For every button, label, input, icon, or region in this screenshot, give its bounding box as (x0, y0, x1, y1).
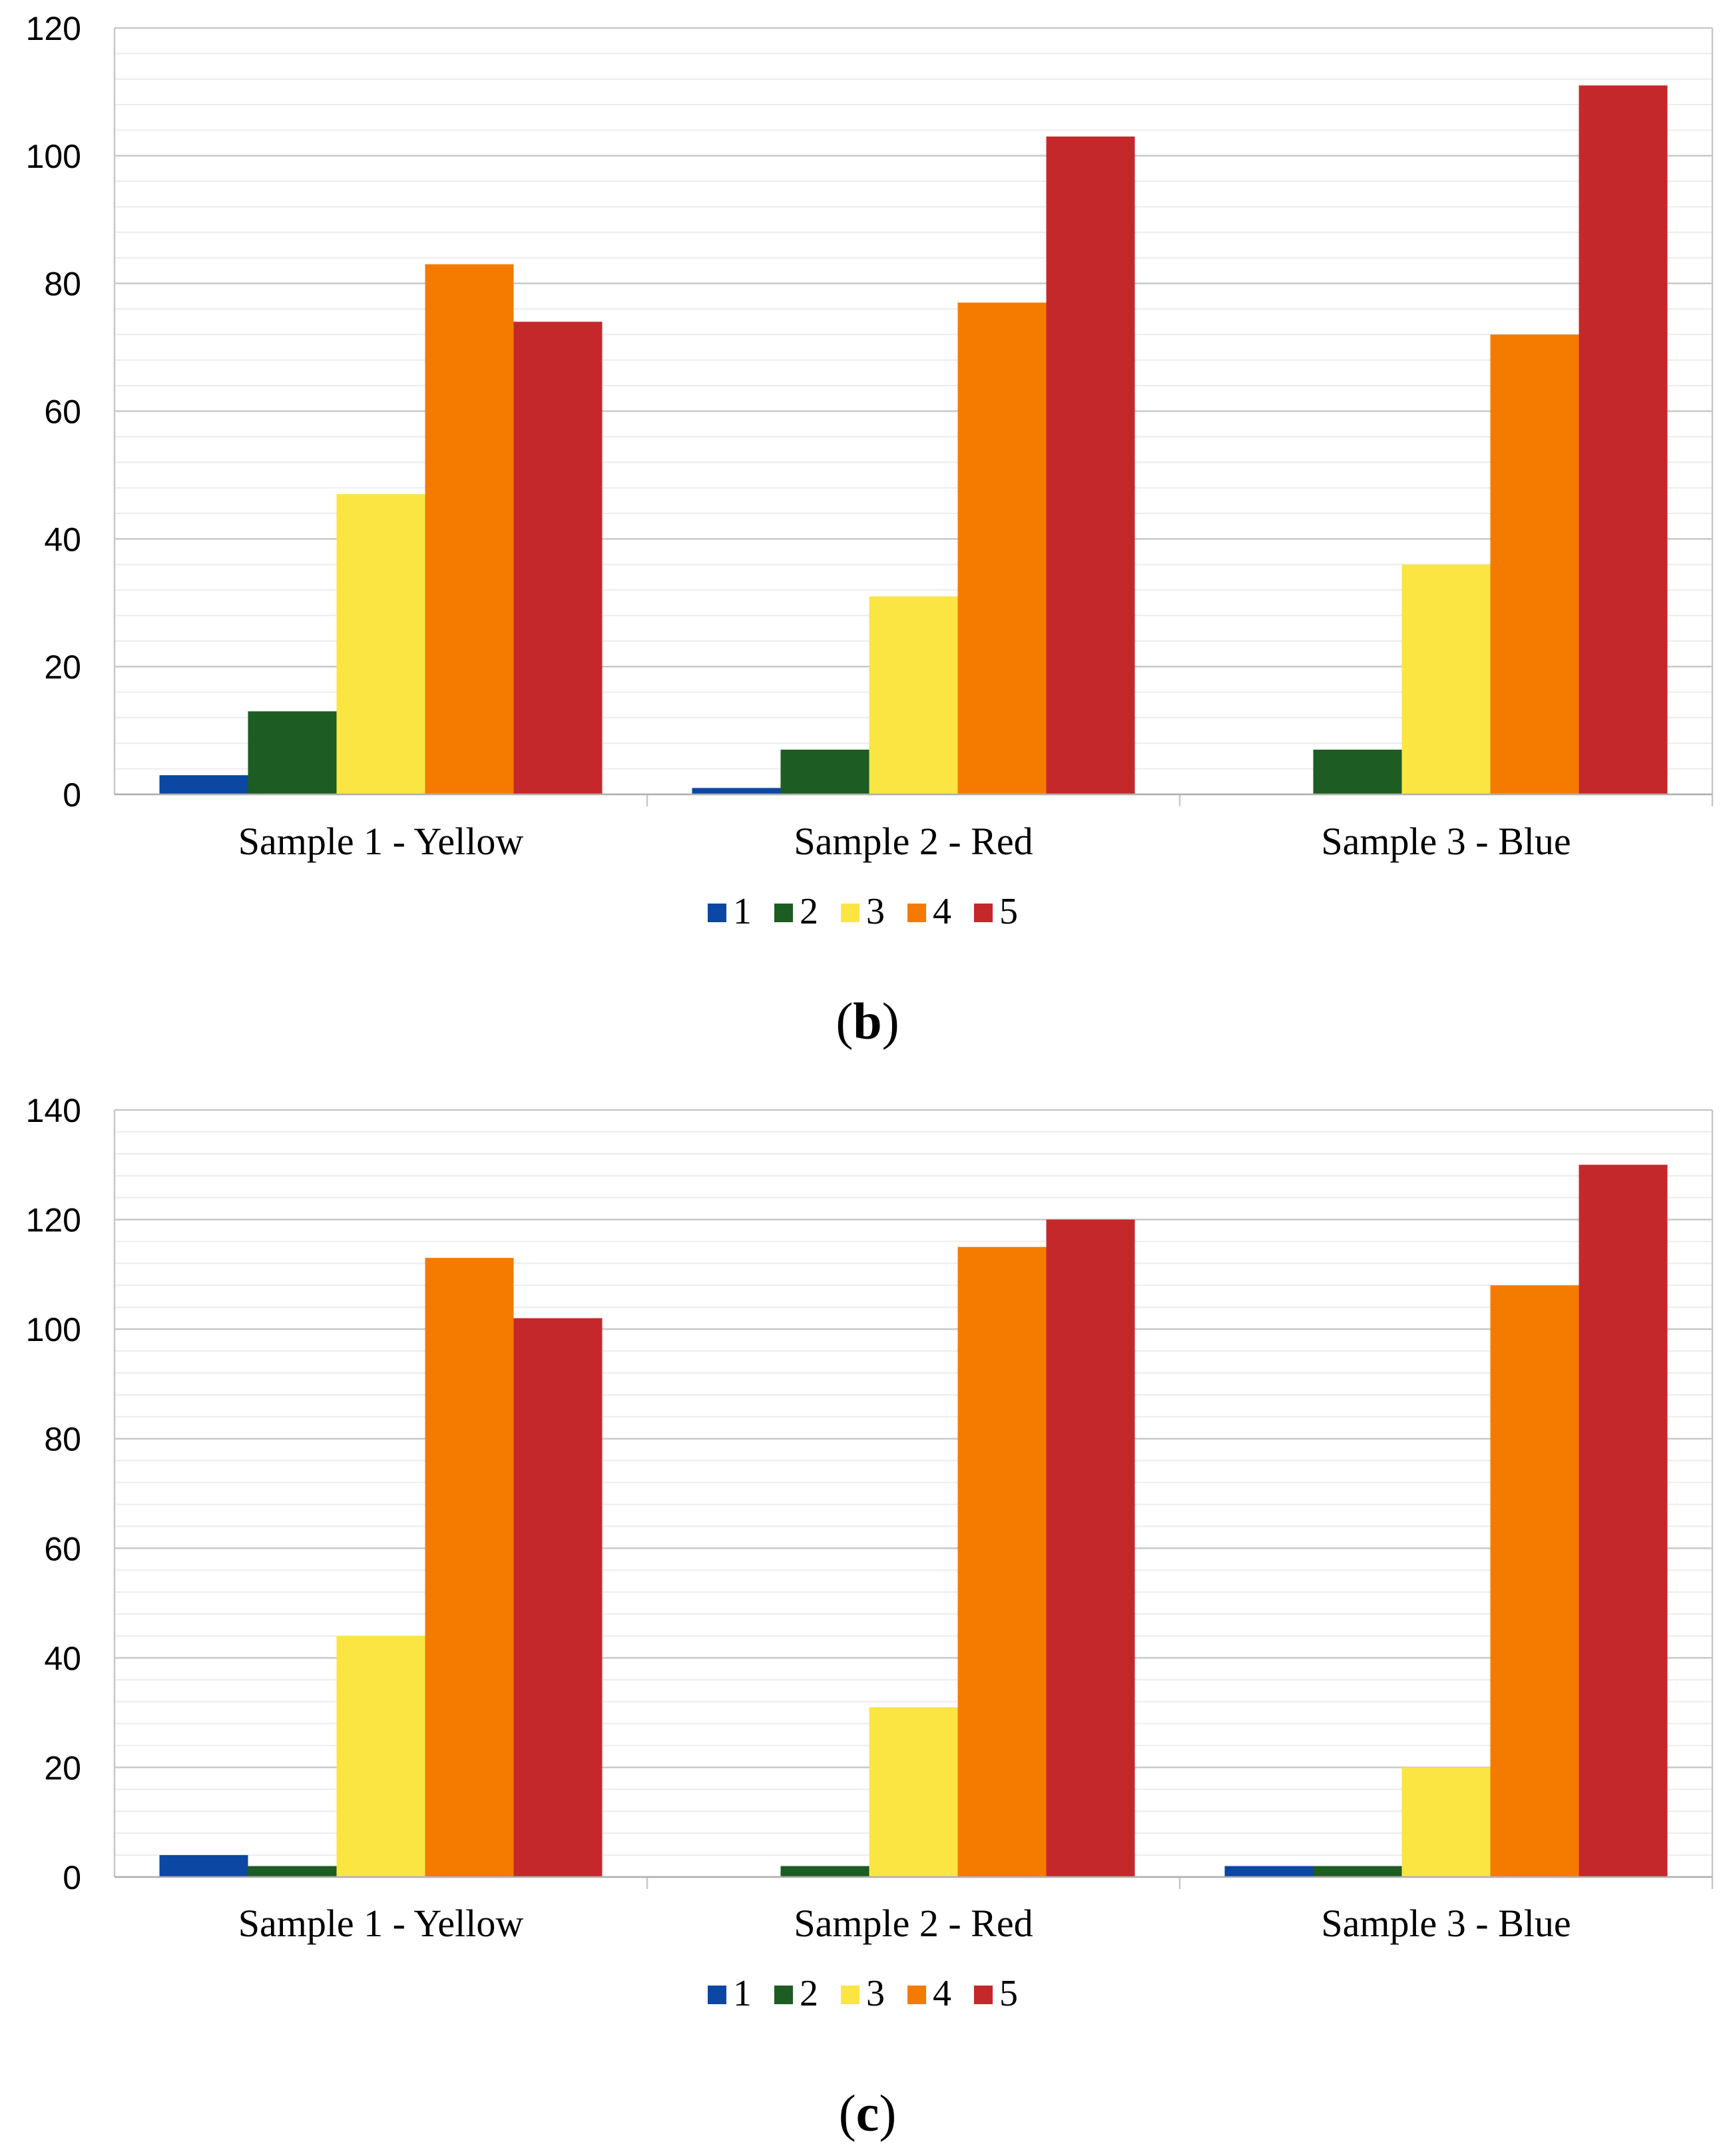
y-tick-label: 100 (26, 1311, 81, 1348)
y-tick-label: 40 (44, 521, 81, 558)
x-category-label: Sample 3 - Blue (1321, 1902, 1571, 1945)
bar-c-cat1-series3 (336, 1635, 425, 1877)
bar-b-cat2-series3 (869, 596, 958, 794)
legend-label-4: 4 (933, 1973, 951, 2014)
caption-c-letter: c (856, 2084, 879, 2142)
legend-swatch-2 (774, 1986, 793, 2004)
x-category-label: Sample 3 - Blue (1321, 820, 1571, 863)
chart-c: 0 20 40 60 80 100 120 140 Sample 1 - Yellow Sampl… (26, 1092, 1714, 2014)
y-tick-label: 120 (26, 10, 81, 47)
caption-c: (c) (839, 2084, 897, 2142)
bar-c-cat1-series5 (513, 1318, 603, 1877)
y-tick-label: 0 (63, 776, 81, 814)
bar-b-cat2-series2 (780, 749, 869, 794)
legend-label-4: 4 (933, 891, 951, 932)
y-tick-label: 80 (44, 1421, 81, 1458)
legend-swatch-4 (907, 1986, 926, 2004)
legend-swatch-1 (708, 1986, 726, 2004)
y-tick-label: 60 (44, 1530, 81, 1567)
y-tick-label: 60 (44, 394, 81, 431)
bar-c-cat3-series1 (1224, 1866, 1314, 1877)
legend-label-5: 5 (999, 891, 1018, 932)
bar-b-cat1-series4 (425, 264, 514, 794)
bar-b-cat3-series2 (1313, 749, 1402, 794)
y-tick-label: 0 (63, 1859, 81, 1896)
caption-b-letter: b (853, 992, 881, 1050)
caption-b-close: ) (882, 992, 899, 1050)
bar-c-cat2-series2 (780, 1866, 869, 1877)
bar-b-cat2-series1 (692, 788, 781, 794)
y-tick-label: 80 (44, 266, 81, 303)
y-tick-label: 140 (26, 1092, 81, 1129)
legend-swatch-3 (841, 904, 860, 922)
caption-c-close: ) (879, 2084, 896, 2142)
bar-b-cat2-series5 (1046, 136, 1135, 794)
bar-b-cat3-series4 (1490, 334, 1579, 794)
bar-c-cat2-series5 (1046, 1219, 1135, 1877)
legend-label-1: 1 (733, 1973, 752, 2014)
legend-swatch-1 (708, 904, 726, 922)
bar-b-cat3-series5 (1579, 85, 1668, 795)
legend-swatch-3 (841, 1986, 860, 2004)
y-tick-label: 120 (26, 1202, 81, 1239)
chart-b: 0 20 40 60 80 100 120 Sample 1 - Yellow Sample 2… (26, 10, 1714, 932)
bar-b-cat1-series2 (248, 711, 337, 794)
x-category-label: Sample 1 - Yellow (238, 820, 524, 863)
bar-b-cat2-series4 (957, 302, 1047, 795)
legend-label-1: 1 (733, 891, 752, 932)
bar-c-cat3-series3 (1401, 1767, 1491, 1877)
legend-swatch-2 (774, 904, 793, 922)
y-tick-label: 20 (44, 649, 81, 686)
legend-swatch-5 (974, 1986, 993, 2004)
y-tick-label: 40 (44, 1640, 81, 1677)
x-category-label: Sample 2 - Red (794, 820, 1033, 863)
bar-c-cat2-series4 (957, 1246, 1047, 1877)
y-tick-label: 20 (44, 1749, 81, 1786)
bar-c-cat3-series5 (1579, 1165, 1668, 1877)
bar-c-cat1-series4 (425, 1258, 514, 1877)
x-category-label: Sample 2 - Red (794, 1902, 1033, 1945)
legend: 1 2 3 4 5 (708, 891, 1018, 932)
bar-c-cat3-series2 (1313, 1866, 1402, 1877)
legend-label-3: 3 (866, 1973, 885, 2014)
caption-c-open: ( (839, 2084, 856, 2142)
legend-label-3: 3 (866, 891, 885, 932)
bar-b-cat1-series5 (513, 322, 603, 794)
caption-b-open: ( (836, 992, 853, 1050)
legend-swatch-5 (974, 904, 993, 922)
bar-c-cat2-series3 (869, 1707, 958, 1877)
legend: 1 2 3 4 5 (708, 1973, 1018, 2014)
bar-c-cat1-series2 (248, 1866, 337, 1877)
caption-b: (b) (836, 992, 899, 1050)
legend-label-2: 2 (800, 891, 818, 932)
bar-c-cat3-series4 (1490, 1285, 1579, 1877)
bar-b-cat3-series3 (1401, 564, 1491, 794)
bar-c-cat1-series1 (159, 1855, 248, 1877)
legend-label-2: 2 (800, 1973, 818, 2014)
x-category-label: Sample 1 - Yellow (238, 1902, 524, 1945)
bar-b-cat1-series1 (159, 775, 248, 794)
bar-b-cat1-series3 (336, 494, 425, 794)
y-tick-label: 100 (26, 138, 81, 175)
legend-swatch-4 (907, 904, 926, 922)
legend-label-5: 5 (999, 1973, 1018, 2014)
